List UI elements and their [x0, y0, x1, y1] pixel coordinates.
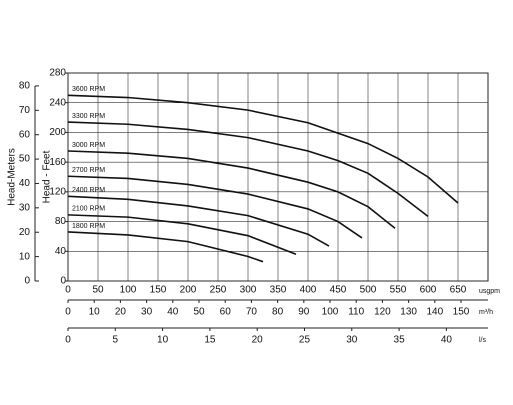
y-tick-label: 80 — [55, 216, 67, 227]
y2-axis-label: Head-Meters — [7, 148, 18, 206]
x-tick-label: 300 — [240, 285, 257, 296]
y-tick-label: 280 — [49, 68, 66, 79]
x-tick-label: 25 — [299, 335, 311, 346]
x-tick-label: 140 — [426, 307, 443, 318]
x-tick-label: 0 — [65, 285, 71, 296]
pump-curve — [67, 121, 429, 218]
y2-tick-label: 0 — [24, 276, 30, 287]
y2-tick-label: 80 — [19, 81, 31, 92]
x-tick-label: 100 — [322, 307, 339, 318]
curve-label: 2700 RPM — [72, 167, 105, 174]
x-tick-label: 450 — [330, 285, 347, 296]
x-tick-label: 400 — [300, 285, 317, 296]
x-tick-label: 150 — [453, 307, 470, 318]
x-tick-label: 550 — [390, 285, 407, 296]
y-tick-label: 120 — [49, 186, 66, 197]
x-tick-label: 50 — [193, 307, 205, 318]
x-tick-label: 350 — [270, 285, 287, 296]
x-tick-label: 600 — [420, 285, 437, 296]
pump-curve — [67, 150, 396, 229]
curve-label: 3000 RPM — [72, 142, 105, 149]
y-tick-label: 200 — [49, 127, 66, 138]
x-tick-label: 80 — [272, 307, 284, 318]
y2-tick-label: 10 — [19, 251, 31, 262]
y-tick-label: 240 — [49, 97, 66, 108]
y-tick-label: 160 — [49, 157, 66, 168]
x-tick-label: 250 — [210, 285, 227, 296]
y-tick-label: 40 — [55, 246, 67, 257]
x-tick-label: 150 — [150, 285, 167, 296]
x-tick-label: 500 — [360, 285, 377, 296]
x-tick-label: 50 — [92, 285, 104, 296]
x-unit-label: m³/h — [479, 309, 493, 316]
curve-label: 2100 RPM — [72, 206, 105, 213]
x-unit-label: l/s — [479, 337, 487, 344]
curve-label: 1800 RPM — [72, 223, 105, 230]
y2-tick-label: 60 — [19, 129, 31, 140]
x-tick-label: 110 — [348, 307, 364, 318]
x-tick-label: 60 — [220, 307, 232, 318]
x-tick-label: 0 — [65, 307, 71, 318]
curve-label: 2400 RPM — [72, 187, 105, 194]
curve-label: 3600 RPM — [72, 86, 105, 93]
x-tick-label: 650 — [450, 285, 467, 296]
x-tick-label: 15 — [204, 335, 216, 346]
y2-tick-label: 70 — [19, 105, 31, 116]
x-tick-label: 200 — [180, 285, 197, 296]
x-tick-label: 5 — [113, 335, 119, 346]
x-tick-label: 120 — [374, 307, 391, 318]
x-tick-label: 90 — [298, 307, 310, 318]
x-tick-label: 30 — [346, 335, 358, 346]
y2-tick-label: 40 — [19, 178, 31, 189]
x-tick-label: 20 — [115, 307, 127, 318]
x-tick-label: 10 — [89, 307, 101, 318]
pump-curve — [67, 214, 297, 256]
x-tick-label: 70 — [246, 307, 258, 318]
curve-label: 3300 RPM — [72, 113, 105, 120]
x-unit-label: usgpm — [479, 288, 500, 295]
x-tick-label: 40 — [441, 335, 453, 346]
pump-curve — [67, 94, 459, 204]
x-tick-label: 30 — [141, 307, 153, 318]
x-tick-label: 35 — [394, 335, 406, 346]
pump-curve — [67, 175, 363, 239]
x-tick-label: 20 — [252, 335, 264, 346]
y2-tick-label: 50 — [19, 154, 31, 165]
pump-curve — [67, 231, 264, 263]
pump-curve — [67, 195, 330, 247]
x-tick-label: 0 — [65, 335, 71, 346]
x-tick-label: 130 — [400, 307, 417, 318]
y2-tick-label: 30 — [19, 202, 31, 213]
x-tick-label: 100 — [120, 285, 137, 296]
x-tick-label: 40 — [167, 307, 179, 318]
y-axis-label: Head - Feet — [42, 150, 53, 203]
y-tick-label: 0 — [60, 276, 66, 287]
x-tick-label: 10 — [157, 335, 169, 346]
y2-tick-label: 20 — [19, 227, 31, 238]
